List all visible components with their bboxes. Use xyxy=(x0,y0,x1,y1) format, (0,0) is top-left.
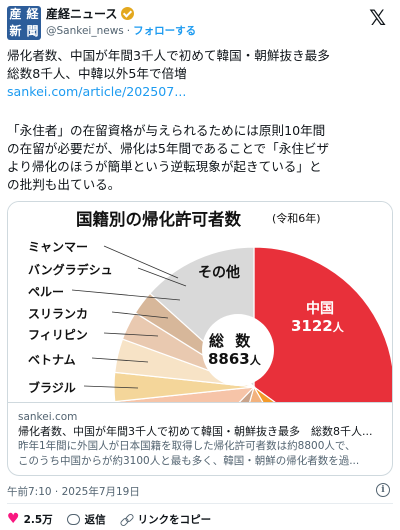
card-image[interactable]: 国籍別の帰化許可者数 (令和6年) ミャンマー バングラデシュ ペルー スリラン… xyxy=(8,202,392,402)
divider xyxy=(7,503,393,504)
leader-line-myanmar xyxy=(103,245,179,279)
avatar-char: 産 xyxy=(9,7,22,21)
china-value: 3122 xyxy=(291,317,333,335)
card-domain: sankei.com xyxy=(18,411,78,423)
legend-label-philippines: フィリピン xyxy=(28,328,88,342)
like-count: 2.5万 xyxy=(23,513,53,526)
copy-link-button[interactable]: リンクをコピー xyxy=(120,512,212,527)
reply-button[interactable]: 返信 xyxy=(66,512,106,527)
donut-center xyxy=(202,314,274,386)
post-text-line: 「永住者」の在留資格が与えられるためには原則10年間 xyxy=(7,123,326,138)
legend-label-srilanka: スリランカ xyxy=(28,307,89,321)
slice-label-china: 中国 xyxy=(306,301,334,317)
post-text: 帰化者数、中国が年間3千人で初めて韓国・朝鮮抜き最多 総数8千人、中韓以外5年で… xyxy=(7,47,395,101)
heart-icon: ♥ xyxy=(7,511,20,527)
post-quote: 「永住者」の在留資格が与えられるためには原則10年間 の在留が必要だが、帰化は5… xyxy=(7,122,395,194)
handle-row: @Sankei_news · フォローする xyxy=(46,23,196,38)
slice-value-china: 3122人 xyxy=(291,317,344,335)
legend-label-bangladesh: バングラデシュ xyxy=(28,263,113,277)
total-label: 総 数 xyxy=(209,332,254,350)
leader-line-srilanka xyxy=(111,311,169,319)
follow-button[interactable]: フォローする xyxy=(133,25,197,37)
pie-slice-china xyxy=(253,246,392,402)
card-description-line: 昨年1年間に外国人が日本国籍を取得した帰化許可者数は約8800人で、 xyxy=(18,440,356,452)
slice-label-other: その他 xyxy=(198,265,240,281)
avatar-char: 新 xyxy=(9,24,22,38)
total-value: 8863人 xyxy=(208,350,261,368)
card-meta[interactable]: sankei.com 帰化者数、中国が年間3千人で初めて韓国・朝鮮抜き最多 総数… xyxy=(8,402,392,475)
total-unit: 人 xyxy=(249,354,261,367)
article-link[interactable]: sankei.com/article/202507... xyxy=(7,84,187,99)
pie-slice-korea xyxy=(253,386,276,402)
link-card[interactable]: 国籍別の帰化許可者数 (令和6年) ミャンマー バングラデシュ ペルー スリラン… xyxy=(7,201,393,476)
card-description-line: このうち中国からが約3100人と最も多く、韓国・朝鮮の帰化者数を過... xyxy=(18,455,360,467)
avatar-char: 聞 xyxy=(26,24,39,38)
total-number: 8863 xyxy=(208,350,250,368)
chart-subtitle: (令和6年) xyxy=(272,212,321,225)
action-bar: ♥ 2.5万 返信 リンクをコピー xyxy=(7,510,225,528)
china-unit: 人 xyxy=(332,321,344,334)
account-name[interactable]: 産経ニュース xyxy=(46,7,118,21)
x-logo-icon[interactable]: 𝕏 xyxy=(369,6,386,30)
like-button[interactable]: ♥ 2.5万 xyxy=(7,512,53,527)
link-icon xyxy=(120,513,133,526)
legend-label-brazil: ブラジル xyxy=(28,381,76,395)
account-handle[interactable]: @Sankei_news xyxy=(46,25,124,37)
post-text-line: より帰化のほうが簡単という逆転現象が起きている」と xyxy=(7,159,322,174)
legend-label-peru: ペルー xyxy=(28,285,65,299)
leader-line-brazil xyxy=(83,385,139,389)
account-name-row[interactable]: 産経ニュース xyxy=(46,5,135,22)
pie-chart xyxy=(71,245,392,402)
verified-badge-icon xyxy=(121,7,135,20)
leader-line-philippines xyxy=(103,332,159,337)
post-timestamp[interactable]: 午前7:10 · 2025年7月19日 xyxy=(7,486,140,498)
avatar-char: 経 xyxy=(26,7,39,21)
copy-link-label: リンクをコピー xyxy=(137,513,212,526)
reply-icon xyxy=(66,513,80,525)
post-text-line: の批判も出ている。 xyxy=(7,177,121,192)
avatar[interactable]: 産 経 新 聞 xyxy=(7,6,41,40)
chart-title: 国籍別の帰化許可者数 xyxy=(76,210,241,229)
post-text-line: 総数8千人、中韓以外5年で倍増 xyxy=(7,66,187,81)
card-title: 帰化者数、中国が年間3千人で初めて韓国・朝鮮抜き最多 総数8千人... xyxy=(18,425,373,438)
post-text-line: の在留が必要だが、帰化は5年間であることで「永住ビザ xyxy=(7,141,330,156)
reply-label: 返信 xyxy=(84,513,106,526)
post-header: 産 経 新 聞 産経ニュース @Sankei_news · フォローする 𝕏 xyxy=(0,0,400,40)
legend-label-vietnam: ベトナム xyxy=(28,353,76,367)
post-text-line: 帰化者数、中国が年間3千人で初めて韓国・朝鮮抜き最多 xyxy=(7,48,330,63)
info-icon[interactable]: i xyxy=(376,483,390,497)
separator-dot: · xyxy=(126,25,131,37)
leader-line-vietnam xyxy=(91,357,149,363)
legend-label-myanmar: ミャンマー xyxy=(28,240,89,254)
leader-line-bangladesh xyxy=(137,267,187,287)
leader-line-peru xyxy=(71,289,181,301)
